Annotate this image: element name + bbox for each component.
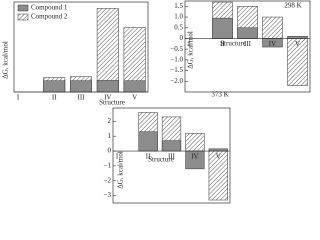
x-tick-label: III [168,153,176,161]
y-tick-label: 1.0 [174,13,183,21]
y-axis-label: ΔG, kcal/mol [2,41,10,79]
bar [43,80,66,93]
y-tick-label: 1.5 [174,2,183,10]
legend-swatch [17,13,29,21]
y-tick-label: 2 [108,117,112,125]
bar [138,131,158,152]
plot-frame [184,0,311,93]
x-tick-label: IV [191,153,198,161]
x-tick-label: V [295,40,300,48]
plot-frame [112,107,231,204]
x-tick-label: I [17,94,20,102]
y-tick-label: −2 [104,176,112,184]
bar [237,27,258,39]
y-tick-label: −0.5 [170,45,183,53]
x-tick-label: II [52,94,57,102]
x-axis-label: Structure [148,156,174,164]
bar [212,17,233,39]
legend-swatch [17,4,29,12]
y-tick-label: −3 [104,191,112,199]
x-tick-label: V [216,153,221,161]
x-tick-label: III [244,40,252,48]
bar [185,132,205,152]
x-tick-label: I [188,40,191,48]
y-tick-label: 0 [108,147,112,155]
y-axis-label: ΔG, kcal/mol [117,151,125,189]
y-tick-label: −1.5 [170,66,183,74]
bar [208,148,228,152]
chart-title: 373 K [211,91,228,99]
y-tick-label: 1 [108,132,112,140]
x-axis-label: Structure [99,99,125,107]
legend-label: Compound 1 [31,4,68,12]
bar [96,8,119,93]
y-tick-label: 0.5 [174,23,183,31]
y-tick-label: −1.0 [170,55,183,63]
y-axis-label: ΔG, kcal/mol [187,31,195,69]
x-tick-label: IV [104,94,111,102]
legend-label: Compound 2 [31,13,68,21]
bar [287,36,308,39]
x-tick-label: III [78,94,86,102]
bar [96,80,119,93]
x-tick-label: II [220,40,225,48]
bar [123,80,146,93]
bar [161,140,182,152]
x-tick-label: I [116,153,119,161]
x-tick-label: II [146,153,151,161]
chart-title: 298 K [284,2,301,10]
x-tick-label: IV [269,40,276,48]
y-tick-label: −2.0 [170,77,183,85]
bar [262,16,283,39]
y-tick-label: 0 [180,34,184,42]
x-axis-label: Structure [220,40,246,48]
bar [70,80,92,93]
y-tick-label: −1 [104,162,112,170]
x-tick-label: V [132,94,137,102]
